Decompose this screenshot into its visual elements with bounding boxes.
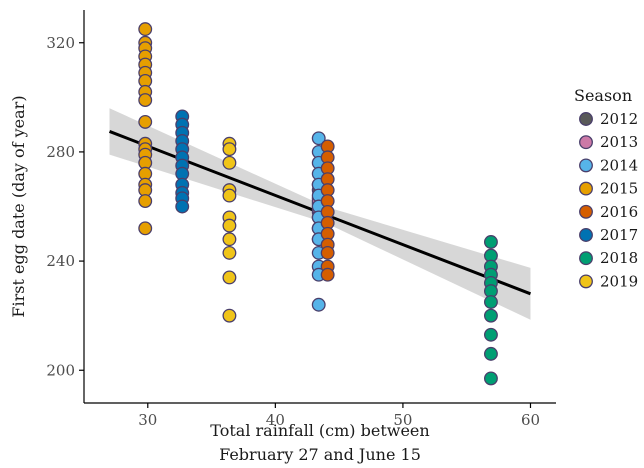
data-point-2019 (222, 232, 237, 247)
legend-key-2014 (579, 158, 593, 173)
y-tick-label: 200 (46, 361, 75, 379)
data-point-2015 (138, 194, 153, 208)
y-tick-label: 320 (46, 34, 75, 52)
data-point-2014 (311, 131, 326, 146)
data-point-2018 (483, 235, 498, 249)
data-point-2015 (138, 93, 153, 108)
data-point-2015 (138, 22, 153, 37)
y-tick-label: 280 (46, 143, 75, 161)
legend: Season 2012 2013 2014 2015 2016 2017 2018 2019 (574, 86, 638, 290)
data-point-2019 (222, 142, 237, 157)
legend-key-2017 (579, 228, 593, 242)
legend-title: Season (574, 86, 632, 105)
data-point-2018 (483, 308, 498, 323)
legend-label-2014: 2014 (600, 156, 638, 174)
data-point-2019 (222, 245, 237, 260)
data-point-2019 (222, 218, 237, 233)
data-point-2019 (222, 155, 237, 170)
legend-label-2019: 2019 (600, 272, 638, 290)
legend-label-2015: 2015 (600, 180, 638, 198)
x-tick-label: 60 (521, 411, 540, 429)
y-ticks: 200 240 280 320 (46, 34, 84, 379)
legend-label-2018: 2018 (600, 249, 638, 267)
data-point-2014 (311, 297, 326, 312)
legend-label-2013: 2013 (600, 133, 638, 151)
data-point-2016 (320, 267, 335, 282)
data-point-2019 (222, 308, 237, 323)
x-tick-label: 50 (393, 411, 412, 429)
legend-key-2016 (579, 204, 593, 219)
x-tick-label: 30 (138, 411, 157, 429)
legend-label-2012: 2012 (600, 110, 638, 128)
data-point-2019 (222, 188, 237, 203)
x-tick-label: 40 (266, 411, 285, 429)
data-point-2019 (222, 270, 237, 285)
data-point-2018 (483, 295, 498, 309)
legend-key-2013 (579, 135, 593, 150)
legend-key-2015 (579, 181, 593, 196)
data-point-2018 (483, 346, 498, 361)
data-point-2017 (175, 199, 190, 214)
x-axis-title-line-2: February 27 and June 15 (219, 445, 421, 464)
data-point-2018 (483, 327, 498, 342)
legend-key-2012 (579, 112, 593, 126)
legend-key-2018 (579, 251, 593, 266)
x-axis-title-line-1: Total rainfall (cm) between (210, 421, 429, 440)
data-point-2018 (483, 371, 498, 386)
data-point-2015 (138, 114, 153, 129)
x-ticks: 30 40 50 60 (138, 403, 540, 429)
legend-key-2019 (579, 274, 593, 289)
legend-label-2017: 2017 (600, 226, 638, 244)
data-point-2015 (138, 221, 153, 236)
y-axis-title: First egg date (day of year) (9, 95, 28, 317)
data-point-2016 (320, 245, 335, 260)
axes: 30 40 50 60 200 240 280 320 (46, 10, 556, 429)
legend-label-2016: 2016 (600, 203, 638, 221)
points-layer (138, 22, 498, 386)
y-tick-label: 240 (46, 252, 75, 270)
